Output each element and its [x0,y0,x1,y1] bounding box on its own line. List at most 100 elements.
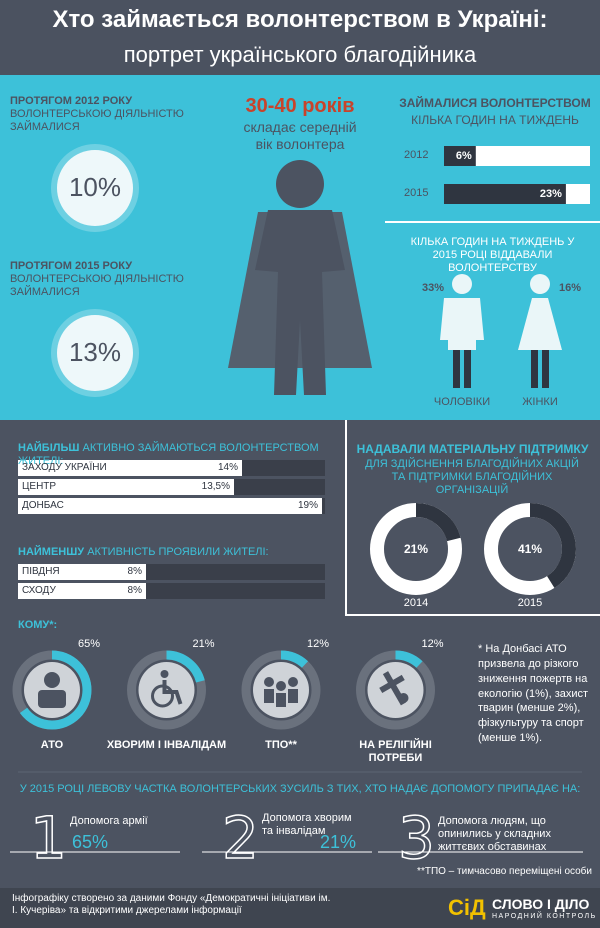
region-bar [18,564,146,580]
recipient-value: 21% [192,638,215,650]
share-text: ПРОТЯГОМ 2012 РОКУ ВОЛОНТЕРСЬКОЮ ДІЯЛЬНІ… [10,95,190,135]
hours-label: 6% [455,150,472,162]
heading-text: АКТИВНО ЗАЙМАЮТЬСЯ ВОЛОНТЕРСТВОМ ЖИТЕЛІ: [18,442,319,468]
support-value: 21% [403,542,429,556]
region-name: СХОДУ [22,585,56,596]
region-name: ДОНБАС [22,500,64,511]
share-value: 10% [68,172,122,202]
logo-name: СЛОВО І ДІЛО [492,896,590,912]
silhouette-head [276,160,324,208]
region-name: ЗАХОДУ УКРАЇНИ [22,462,107,473]
figure-torso [440,298,484,350]
region-label: 8% [127,566,142,577]
icon [379,674,405,694]
figure-leg [453,350,460,388]
hours-title: ЗАЙМАЛИСЯ ВОЛОНТЕРСТВОМ [399,96,591,110]
donut-arc [12,650,92,730]
footnote: **ТПО – тимчасово переміщені особи [417,866,592,877]
region-label: 19% [297,500,318,511]
gender-value: 16% [558,282,582,294]
heading-lead: НАЙМЕНШУ [18,546,85,558]
hours-bar [444,146,476,166]
hours-year: 2015 [404,187,429,199]
icon [264,677,274,687]
hours-bar [444,184,566,204]
region-label: 14% [217,462,238,473]
heading-lead: ПРОТЯГОМ 2015 РОКУ [10,260,133,272]
icon [38,690,66,708]
share-text: ПРОТЯГОМ 2015 РОКУ ВОЛОНТЕРСЬКОЮ ДІЯЛЬНІ… [10,260,190,300]
support-frame [345,420,600,616]
lion-text: Допомога армії [70,815,148,827]
icon [264,689,274,703]
icon [276,681,286,691]
icon [288,677,298,687]
recipients-title: КОМУ*: [18,619,58,631]
recipient-value: 65% [78,638,101,650]
donut-arc [484,503,576,595]
recipient-name: АТО [40,739,64,751]
heading-lead: ПРОТЯГОМ 2012 РОКУ [10,95,133,107]
hours-label: 23% [539,188,562,200]
region-bar [18,479,234,495]
region-bar [18,583,146,599]
gender-title: КІЛЬКА ГОДИН НА ТИЖДЕНЬ У 2015 РОЦІ ВІДД… [410,236,575,275]
big-number: 1 [30,804,67,872]
gender-label: ЖІНКИ [522,396,558,408]
heading-lead: НАЙБІЛЬШ [18,442,80,454]
figure-head [452,274,472,294]
region-bar [18,498,322,514]
hours-subtitle: КІЛЬКА ГОДИН НА ТИЖДЕНЬ [411,113,579,127]
figure-head [530,274,550,294]
logo-abbr: СіД [448,895,486,920]
source: Інфографіку створено за даними Фонду «Де… [12,893,331,916]
icon [44,672,60,688]
title: Хто займається волонтерством в Україні: [52,6,548,33]
donut-arc [127,650,206,730]
figure-leg [542,350,549,388]
age-value: 30-40 років [245,95,355,117]
regions-heading: НАЙМЕНШУ АКТИВНІСТЬ ПРОЯВИЛИ ЖИТЕЛІ: [18,546,348,559]
age-caption: складає середній вік волонтера [243,119,357,152]
gender-label: ЧОЛОВІКИ [433,396,491,408]
silhouette-body [255,210,345,395]
share-circle [57,150,133,226]
region-name: ПІВДНЯ [22,566,60,577]
region-bar [18,460,242,476]
support-title: НАДАВАЛИ МАТЕРІАЛЬНУ ПІДТРИМКУ [356,442,589,456]
heading-text: ВОЛОНТЕРСЬКОЮ ДІЯЛЬНІСТЮ ЗАЙМАЛИСЯ [10,108,184,134]
recipient-name: НА РЕЛІГІЙНІ ПОТРЕБИ [359,739,432,765]
header-bg [0,0,600,75]
recipient-name: ХВОРИМ І ІНВАЛІДАМ [106,739,227,751]
hours-year: 2012 [404,149,429,161]
donut-arc [370,503,462,595]
lion-title: У 2015 РОЦІ ЛЕВОВУ ЧАСТКА ВОЛОНТЕРСЬКИХ … [19,783,581,795]
gender-value: 33% [421,282,445,294]
icon [276,693,286,707]
support-year: 2014 [403,597,429,609]
big-number: 3 [398,804,435,872]
lion-value: 21% [320,832,357,852]
icon [160,670,169,678]
lion-text: Допомога хворим та інвалідам [262,812,352,838]
region-label: 8% [127,585,142,596]
heading-text: ВОЛОНТЕРСЬКОЮ ДІЯЛЬНІСТЮ ЗАЙМАЛИСЯ [10,273,184,299]
icon [288,689,298,703]
icon [398,693,409,703]
recipient-value: 12% [421,638,444,650]
recipients-note: * На Донбасі АТО призвела до різкого зни… [478,643,589,745]
support-subtitle: ДЛЯ ЗДІЙСНЕННЯ БЛАГОДІЙНИХ АКЦІЙ ТА ПІДТ… [365,458,579,497]
region-name: ЦЕНТР [22,481,57,492]
donut-arc [356,650,435,730]
hours-track [444,146,590,166]
support-value: 41% [517,542,543,556]
lion-value: 65% [72,832,109,852]
icon [151,684,174,708]
big-number: 2 [222,804,259,872]
figure-leg [464,350,471,388]
donut-arc [241,650,321,730]
lion-text: Допомога людям, що опинились у складних … [438,815,551,854]
recipient-value: 12% [307,638,330,650]
